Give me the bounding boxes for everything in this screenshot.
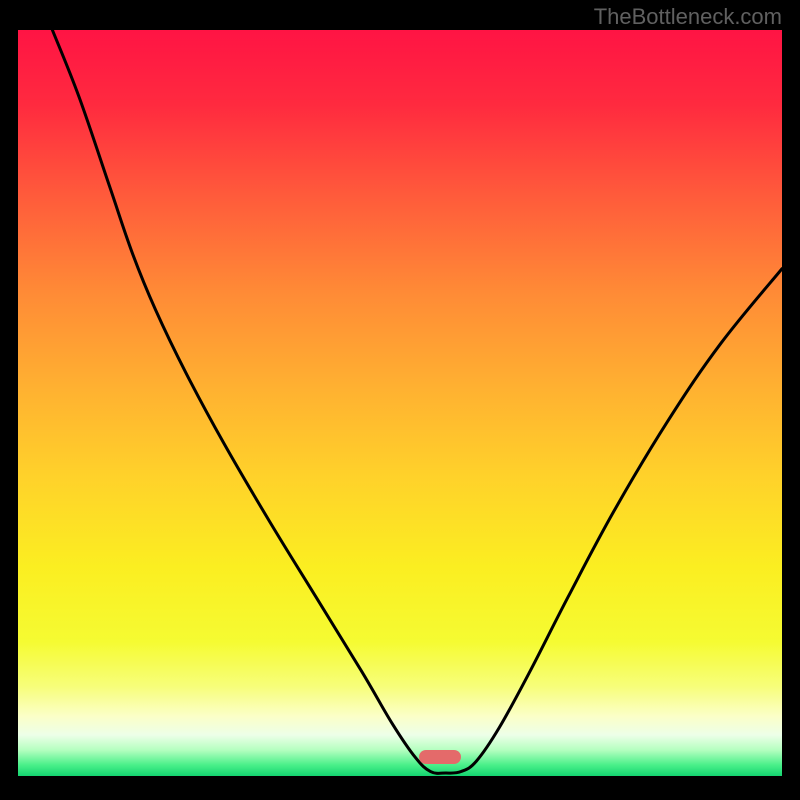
bottleneck-curve (18, 30, 782, 776)
bottleneck-plot (18, 30, 782, 776)
ideal-match-marker (419, 750, 461, 764)
watermark-text: TheBottleneck.com (594, 4, 782, 30)
